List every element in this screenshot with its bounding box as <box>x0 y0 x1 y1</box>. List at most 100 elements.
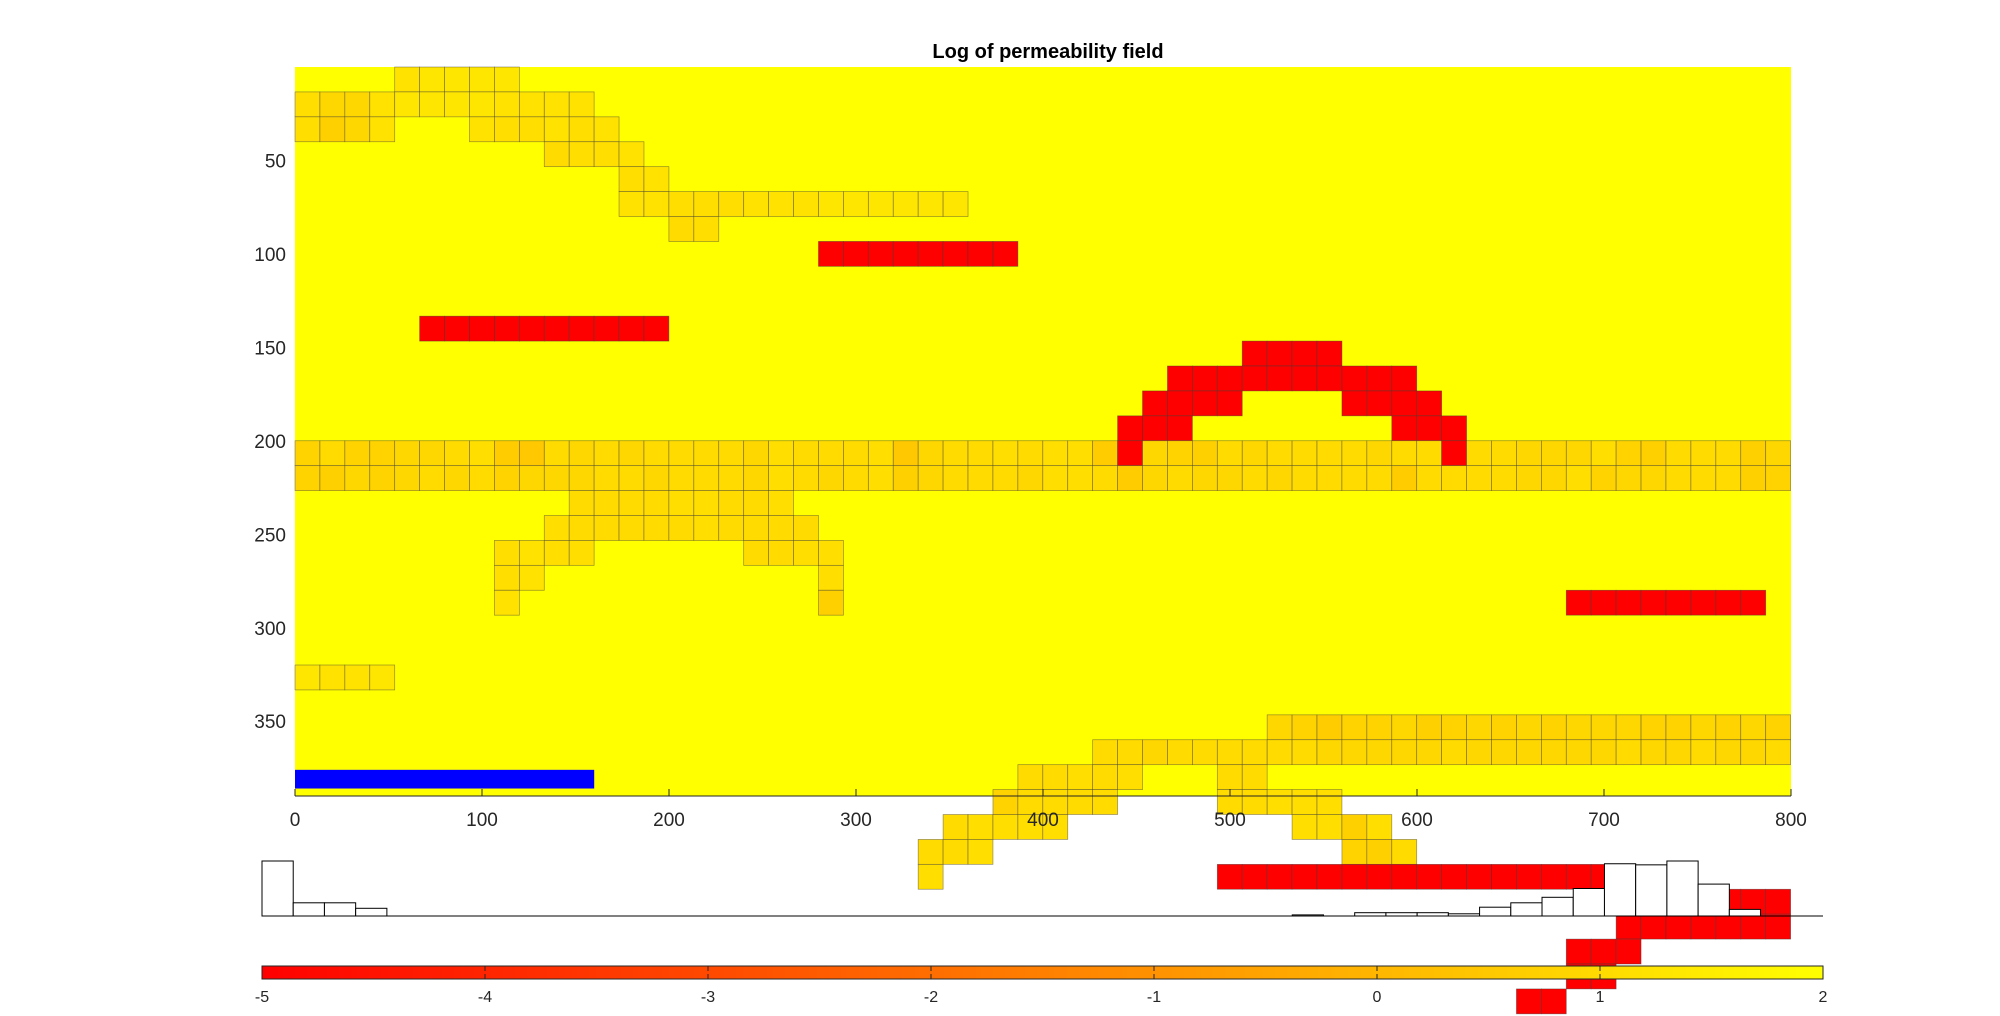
heatmap-cell <box>867 465 894 491</box>
heatmap-cell <box>419 315 445 342</box>
heatmap-cell <box>394 465 420 491</box>
heatmap-cell <box>319 664 346 691</box>
x-tick-label: 100 <box>466 810 498 831</box>
histogram-bar <box>1479 906 1512 917</box>
heatmap-cell <box>992 814 1019 840</box>
heatmap-cell <box>1590 465 1617 491</box>
heatmap-cell <box>1017 440 1044 467</box>
heatmap-cell <box>1690 913 1717 940</box>
heatmap-cell <box>1416 440 1442 467</box>
y-tick-label: 100 <box>254 245 286 266</box>
heatmap-cell <box>1615 440 1642 467</box>
heatmap-cell <box>1341 365 1368 392</box>
heatmap-cell <box>1017 465 1044 491</box>
heatmap-cell <box>768 465 794 491</box>
heatmap-cell <box>1565 739 1592 766</box>
heatmap-cell <box>1241 340 1268 367</box>
heatmap-cell <box>1466 440 1492 467</box>
heatmap-cell <box>1416 390 1442 417</box>
heatmap-cell <box>294 116 321 143</box>
heatmap-cell <box>494 440 520 467</box>
heatmap-cell <box>518 116 545 143</box>
heatmap-cell <box>1765 913 1791 940</box>
heatmap-cell <box>1291 465 1318 491</box>
heatmap-cell <box>818 440 844 467</box>
heatmap-cell <box>1740 589 1767 616</box>
heatmap-cell <box>1192 465 1218 491</box>
heatmap-cell <box>394 91 420 118</box>
heatmap-cell <box>1466 739 1492 766</box>
heatmap-cell <box>593 515 620 541</box>
heatmap-cell <box>568 315 595 342</box>
heatmap-cell <box>1765 465 1791 491</box>
heatmap-cell <box>843 191 869 217</box>
heatmap-cell <box>1690 589 1717 616</box>
heatmap-cell <box>369 91 396 118</box>
heatmap-cell <box>294 440 321 467</box>
heatmap-cell <box>1142 440 1168 467</box>
y-tick-label: 250 <box>254 525 286 546</box>
heatmap-cell <box>1117 739 1143 766</box>
heatmap-cell <box>1117 440 1143 467</box>
heatmap-cell <box>1366 440 1393 467</box>
heatmap-cell <box>1765 714 1791 741</box>
heatmap-cell <box>942 241 969 267</box>
heatmap-cell <box>793 440 819 467</box>
heatmap-cell <box>1341 863 1368 890</box>
heatmap-cell <box>1491 863 1517 890</box>
heatmap-cell <box>1067 465 1094 491</box>
heatmap-cell <box>1216 365 1243 392</box>
heatmap-cell <box>419 66 445 93</box>
heatmap-cell <box>518 540 545 566</box>
heatmap-cell <box>643 465 670 491</box>
heatmap-cell <box>818 465 844 491</box>
heatmap-cell <box>1092 789 1118 815</box>
heatmap-cell <box>294 664 321 691</box>
heatmap-cell <box>1117 465 1143 491</box>
heatmap-cell <box>1565 465 1592 491</box>
heatmap-cell <box>1391 863 1418 890</box>
heatmap-cell <box>1042 764 1069 790</box>
heatmap-cell <box>518 91 545 118</box>
heatmap-cell <box>693 515 720 541</box>
heatmap-cell <box>568 141 595 168</box>
heatmap-cell <box>1391 365 1418 392</box>
heatmap-cell <box>593 141 620 168</box>
heatmap-cell <box>1690 465 1717 491</box>
heatmap-cell <box>1441 415 1467 442</box>
heatmap-cell <box>718 191 745 217</box>
heatmap-cell <box>444 440 470 467</box>
heatmap-cell <box>1192 440 1218 467</box>
heatmap-cell <box>867 241 894 267</box>
heatmap-cell <box>1740 440 1767 467</box>
heatmap-cell <box>618 440 645 467</box>
heatmap-cell <box>1690 714 1717 741</box>
heatmap-cell <box>1142 415 1168 442</box>
heatmap-cell <box>693 440 720 467</box>
heatmap-cell <box>693 465 720 491</box>
heatmap-cell <box>1466 714 1492 741</box>
x-tick-label: 0 <box>290 810 301 831</box>
heatmap-cell <box>1142 390 1168 417</box>
heatmap-cell <box>1715 589 1742 616</box>
heatmap-cell <box>1316 739 1343 766</box>
heatmap-cell <box>867 440 894 467</box>
heatmap-cell <box>319 440 346 467</box>
heatmap-cell <box>319 465 346 491</box>
histogram-bar <box>323 902 357 917</box>
heatmap-cell <box>793 191 819 217</box>
heatmap-cell <box>1665 913 1692 940</box>
heatmap-cell <box>643 166 670 192</box>
heatmap-cell <box>1341 839 1368 865</box>
heatmap-cell <box>1765 440 1791 467</box>
heatmap-cell <box>444 465 470 491</box>
heatmap-cell <box>1167 415 1193 442</box>
heatmap-cell <box>494 564 520 591</box>
heatmap-cell <box>1615 938 1642 965</box>
histogram-bar <box>1541 896 1574 917</box>
heatmap-cell <box>419 465 445 491</box>
heatmap-cell <box>1590 589 1617 616</box>
heatmap-cell <box>1241 789 1268 815</box>
heatmap-cell <box>344 440 371 467</box>
heatmap-cell <box>768 515 794 541</box>
